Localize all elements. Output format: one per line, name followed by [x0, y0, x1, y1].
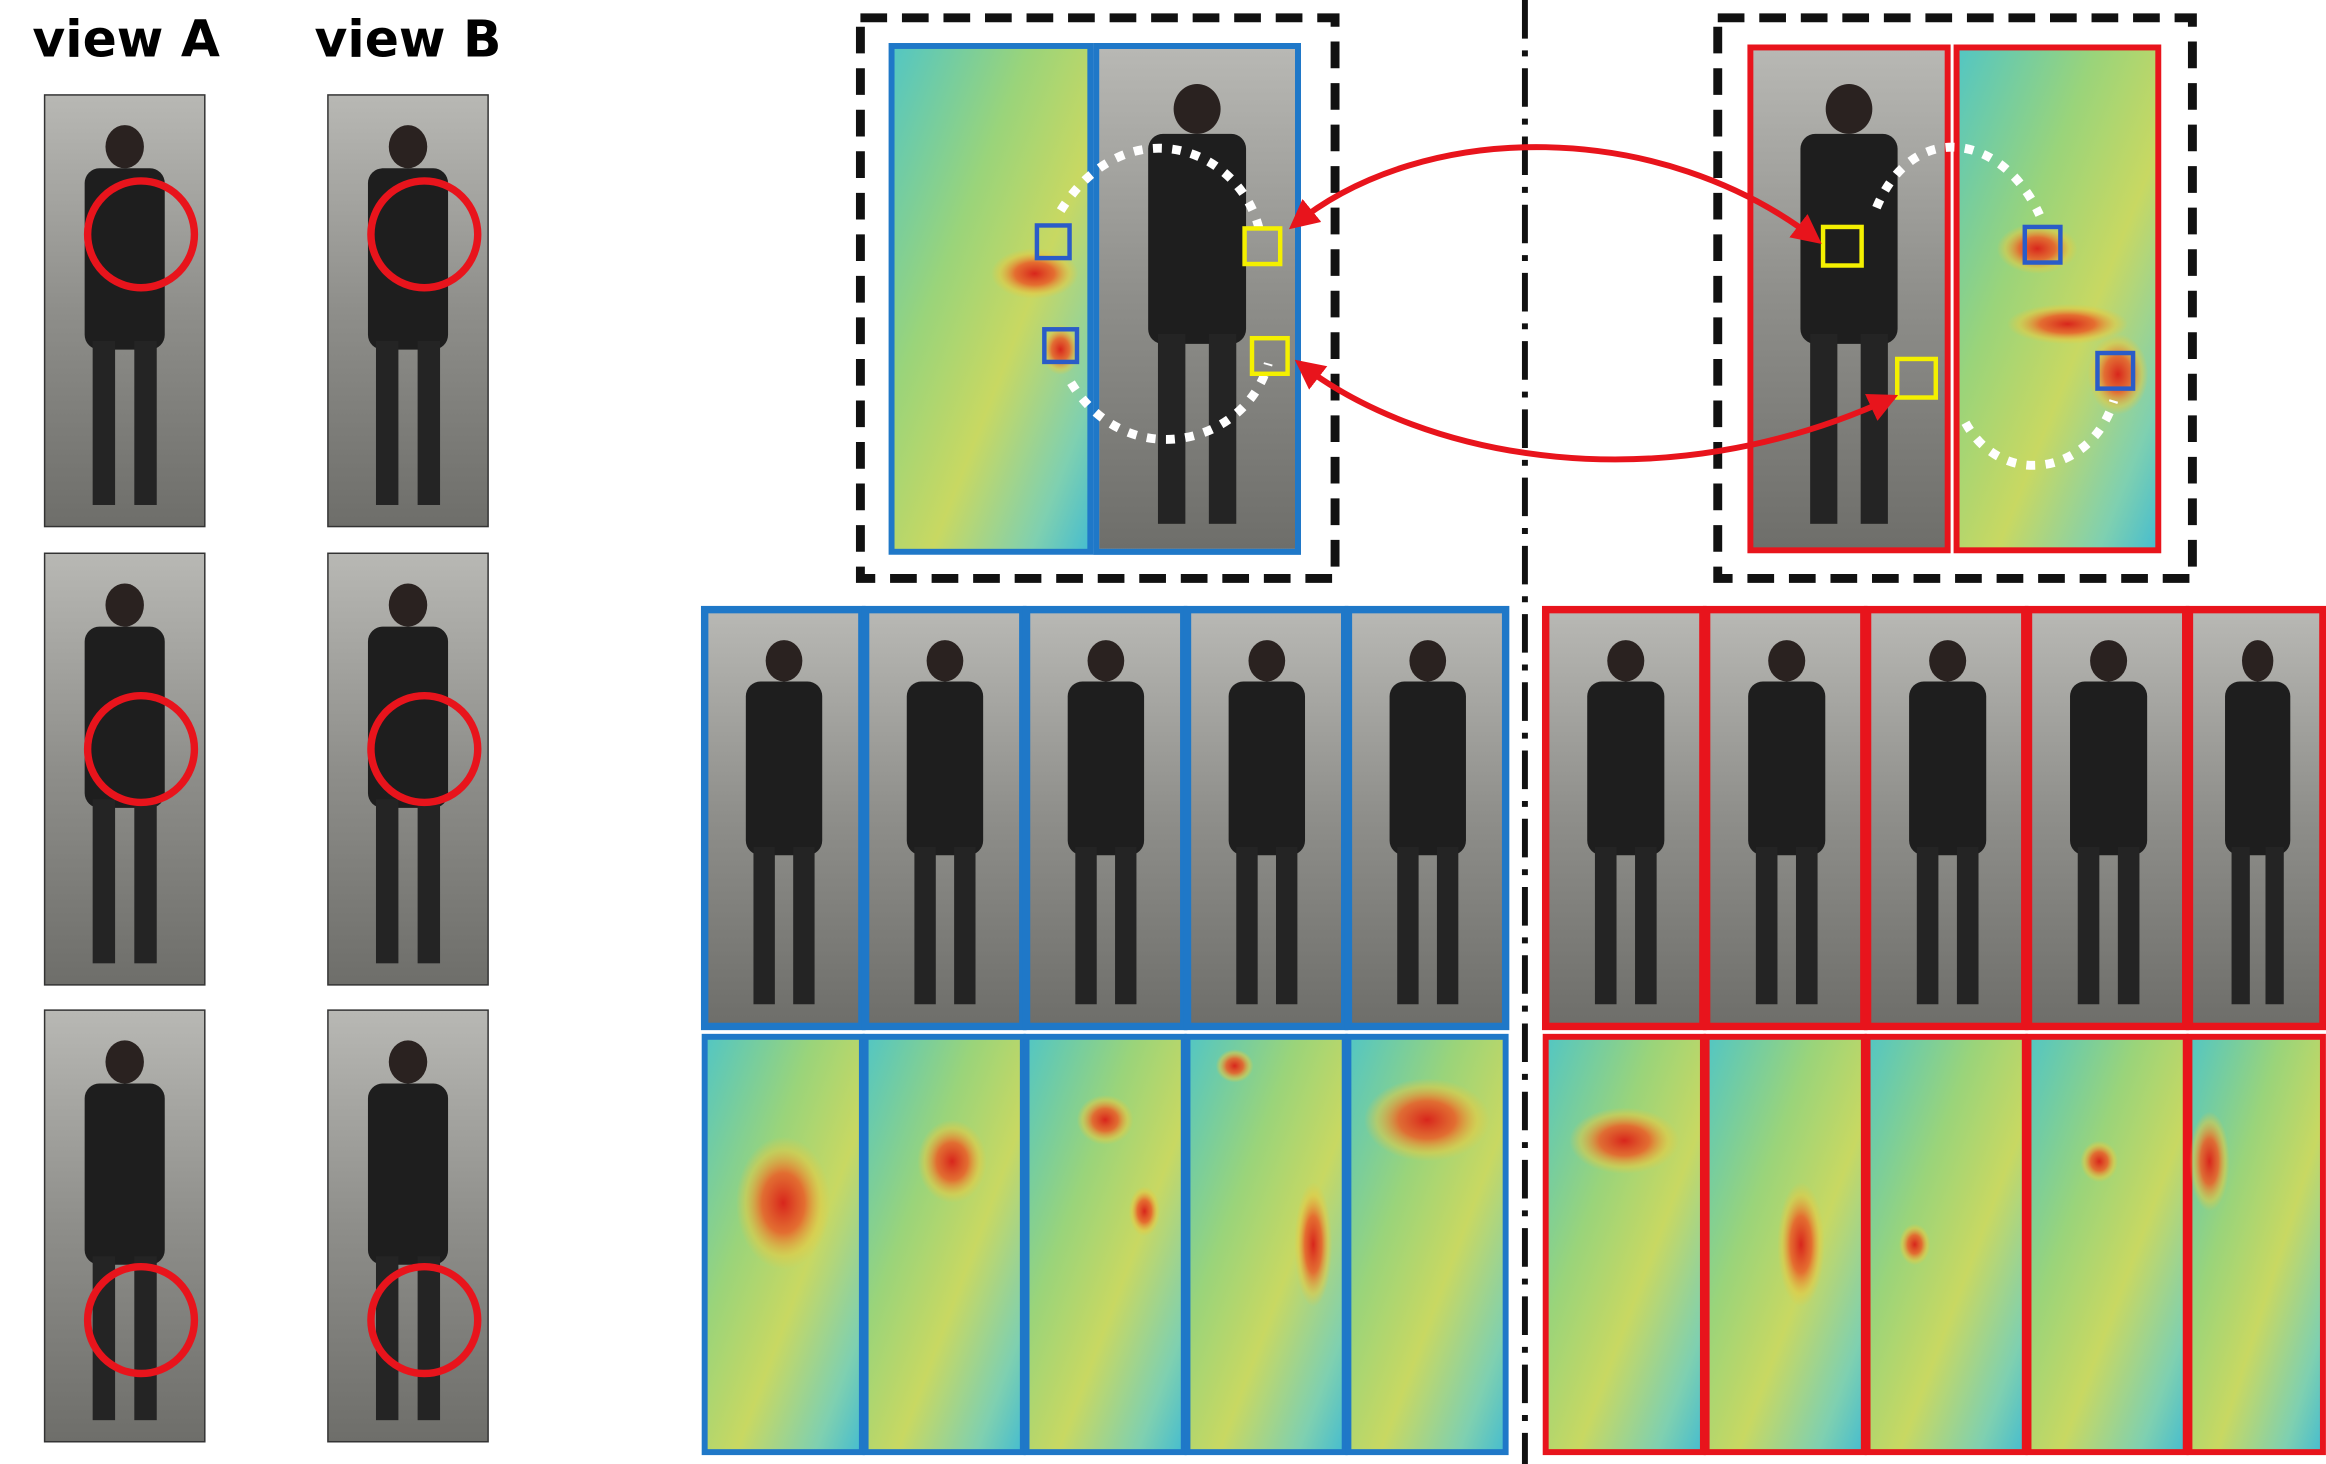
- person-body: [1587, 681, 1664, 855]
- person-body: [1148, 134, 1246, 344]
- person-head: [766, 640, 803, 681]
- person-leg: [1209, 334, 1236, 524]
- person-leg: [1756, 847, 1778, 1004]
- view-b-label: view B: [315, 9, 502, 68]
- heat-blob: [736, 1136, 830, 1269]
- person-leg: [2265, 847, 2283, 1004]
- person-body: [368, 1083, 448, 1264]
- heatmap: [1868, 1037, 2025, 1452]
- person-leg: [2232, 847, 2250, 1004]
- heat-blob: [1569, 1107, 1679, 1173]
- heat-blob: [1041, 324, 1081, 375]
- person-leg: [1158, 334, 1185, 524]
- heat-blob: [1077, 1095, 1134, 1145]
- person-leg: [376, 799, 398, 963]
- person-leg: [376, 341, 398, 505]
- person-head: [389, 125, 427, 168]
- person-head: [1409, 640, 1446, 681]
- view-a-label: view A: [32, 9, 220, 68]
- heatmap: [1546, 1037, 1703, 1452]
- heatmap: [866, 1037, 1023, 1452]
- person-leg: [1917, 847, 1939, 1004]
- person-body: [2070, 681, 2147, 855]
- person-head: [389, 1040, 427, 1083]
- person-leg: [134, 1256, 156, 1420]
- person-body: [746, 681, 822, 855]
- person-body: [1909, 681, 1986, 855]
- person-leg: [1861, 334, 1888, 524]
- match-arrow: [1294, 147, 1818, 240]
- person-leg: [1276, 847, 1297, 1004]
- person-head: [1607, 640, 1644, 681]
- heatmap: [2028, 1037, 2185, 1452]
- person-leg: [914, 847, 935, 1004]
- person-head: [1174, 84, 1221, 134]
- person-head: [1768, 640, 1805, 681]
- person-head: [1248, 640, 1285, 681]
- person-leg: [134, 799, 156, 963]
- heat-blob: [1777, 1182, 1824, 1307]
- person-leg: [93, 341, 115, 505]
- heat-blob: [2080, 1141, 2118, 1183]
- person-head: [2090, 640, 2127, 681]
- person-head: [1929, 640, 1966, 681]
- person-leg: [954, 847, 975, 1004]
- heatmap: [892, 46, 1091, 552]
- person-leg: [793, 847, 814, 1004]
- heat-blob: [1364, 1078, 1490, 1161]
- heatmap: [1957, 47, 2159, 550]
- person-head: [105, 125, 143, 168]
- person-body: [1229, 681, 1305, 855]
- person-leg: [1397, 847, 1418, 1004]
- person-leg: [418, 341, 440, 505]
- person-body: [1390, 681, 1466, 855]
- person-head: [389, 583, 427, 626]
- heat-blob: [2189, 1112, 2229, 1212]
- person-leg: [2118, 847, 2140, 1004]
- person-head: [927, 640, 964, 681]
- person-body: [1068, 681, 1144, 855]
- person-leg: [1437, 847, 1458, 1004]
- person-head: [2242, 640, 2273, 681]
- person-leg: [1595, 847, 1617, 1004]
- heat-blob: [917, 1120, 986, 1203]
- person-head: [1088, 640, 1125, 681]
- heat-blob: [1294, 1182, 1332, 1307]
- person-head: [1826, 84, 1873, 134]
- page: view A view B (() => { const data = JSON…: [0, 0, 2326, 1464]
- person-leg: [1796, 847, 1818, 1004]
- figure: view A view B: [0, 0, 2326, 1464]
- person-leg: [418, 1256, 440, 1420]
- heat-blob: [1997, 223, 2078, 273]
- person-body: [907, 681, 983, 855]
- person-leg: [1115, 847, 1136, 1004]
- person-leg: [134, 341, 156, 505]
- person-body: [2225, 681, 2290, 855]
- heatmap: [2189, 1037, 2322, 1452]
- person-leg: [1635, 847, 1657, 1004]
- heat-blob: [2007, 304, 2128, 344]
- heat-blob: [1129, 1186, 1160, 1236]
- person-body: [1748, 681, 1825, 855]
- person-leg: [1236, 847, 1257, 1004]
- person-body: [85, 1083, 165, 1264]
- person-leg: [93, 799, 115, 963]
- person-leg: [1957, 847, 1979, 1004]
- heat-blob: [1216, 1049, 1254, 1082]
- person-head: [105, 583, 143, 626]
- person-leg: [753, 847, 774, 1004]
- person-head: [105, 1040, 143, 1083]
- person-leg: [2078, 847, 2100, 1004]
- person-leg: [418, 799, 440, 963]
- heat-blob: [1899, 1224, 1930, 1266]
- person-leg: [1075, 847, 1096, 1004]
